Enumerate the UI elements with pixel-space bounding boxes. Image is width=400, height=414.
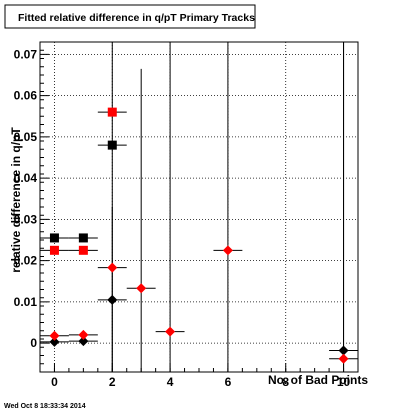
x-tick-label: 2: [109, 375, 116, 389]
data-point-square-red: [49, 245, 59, 255]
axis-ticks: [39, 41, 359, 372]
data-point-diamond-black: [107, 294, 118, 305]
y-axis-label: relative difference in q/pT: [9, 127, 23, 273]
x-tick-label: 4: [167, 375, 174, 389]
data-point-diamond-red: [165, 326, 176, 337]
y-tick-label: 0.05: [14, 130, 38, 144]
data-point-diamond-black: [49, 336, 60, 347]
chart-title: Fitted relative difference in q/pT Prima…: [18, 12, 255, 24]
x-tick-label: 8: [282, 375, 289, 389]
y-tick-label: 0.04: [14, 171, 38, 185]
y-tick-label: 0: [30, 336, 37, 350]
y-tick-label: 0.07: [14, 47, 38, 61]
y-tick-label: 0.06: [14, 89, 38, 103]
x-tick-label: 6: [225, 375, 232, 389]
y-tick-label: 0.02: [14, 254, 38, 268]
data-point-diamond-red: [338, 353, 349, 364]
y-tick-label: 0.01: [14, 295, 38, 309]
data-point-diamond-red: [107, 262, 118, 273]
timestamp: Wed Oct 8 18:33:34 2014: [4, 403, 86, 410]
error-bars: [40, 42, 358, 372]
data-point-diamond-red: [136, 283, 147, 294]
data-point-square-black: [78, 233, 88, 243]
data-point-diamond-black: [78, 336, 89, 347]
data-points: [49, 107, 349, 364]
data-point-diamond-red: [49, 330, 60, 341]
x-axis-label: No. of Bad Points: [268, 373, 368, 387]
data-point-square-black: [107, 140, 117, 150]
data-point-square-black: [49, 233, 59, 243]
tick-labels: 0 2 4 6 8 10 0 0.01 0.02 0.03 0.04 0.05 0.06 0.07: [14, 47, 351, 389]
data-point-square-red: [107, 107, 117, 117]
title-box: [4, 4, 256, 29]
x-tick-label: 0: [51, 375, 58, 389]
y-tick-label: 0.03: [14, 212, 38, 226]
x-tick-label: 10: [337, 375, 351, 389]
data-point-diamond-red: [222, 245, 233, 256]
data-point-diamond-black: [338, 345, 349, 356]
data-point-square-red: [78, 245, 88, 255]
data-point-diamond-red: [78, 329, 89, 340]
